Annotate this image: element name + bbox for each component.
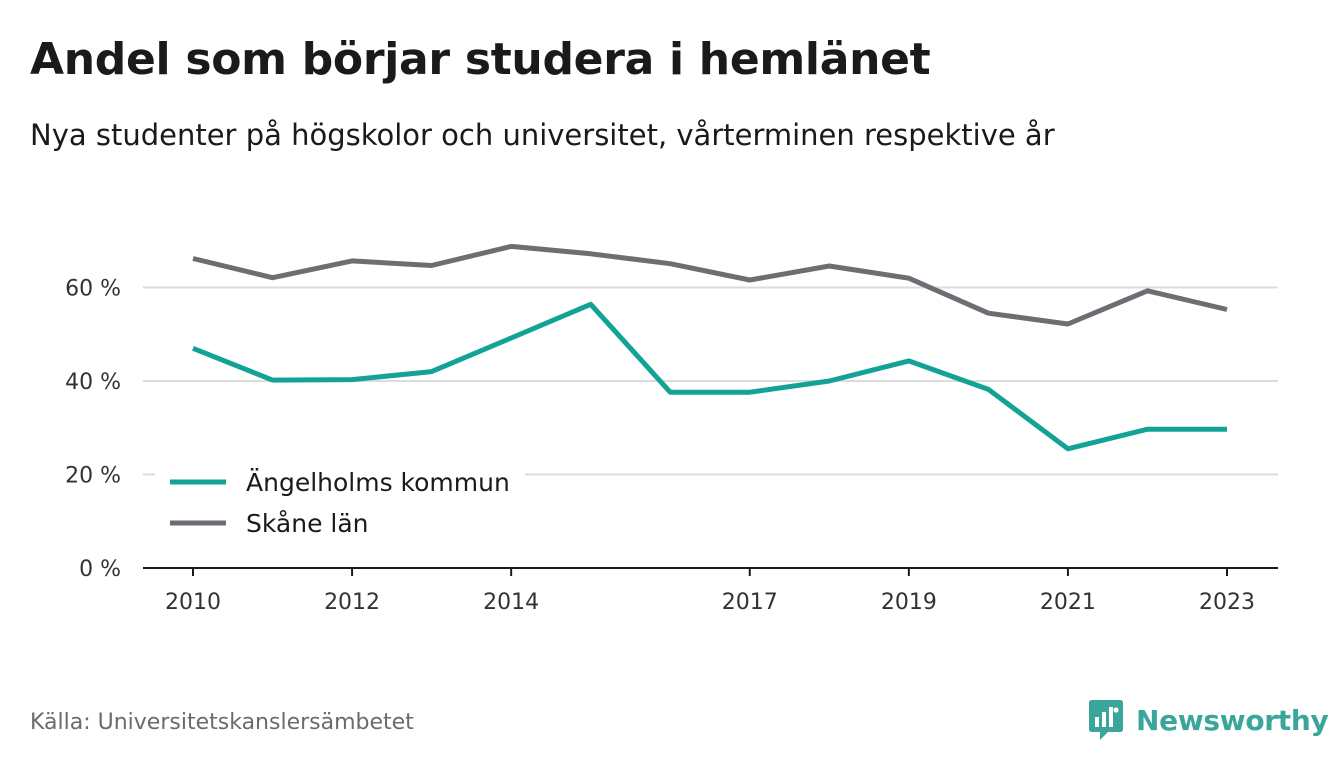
- legend-label: Skåne län: [246, 509, 369, 538]
- x-tick-label: 2019: [881, 590, 937, 615]
- series-lines: [192, 243, 1228, 452]
- brand-name: Newsworthy: [1136, 703, 1329, 737]
- newsworthy-logo-icon: [1089, 700, 1123, 740]
- y-axis-labels: 0 % 20 % 40 % 60 %: [65, 277, 121, 583]
- y-tick-label: 40 %: [65, 370, 121, 395]
- x-tick-label: 2010: [165, 590, 221, 615]
- source-note: Källa: Universitetskanslersämbetet: [30, 710, 414, 735]
- legend: Ängelholms kommun Skåne län: [155, 460, 525, 542]
- x-tick-label: 2014: [483, 590, 539, 615]
- series-line: [192, 243, 1228, 327]
- x-tick-label: 2023: [1199, 590, 1255, 615]
- y-tick-label: 20 %: [65, 464, 121, 489]
- chart-title: Andel som börjar studera i hemlänet: [30, 34, 931, 85]
- x-tick-label: 2012: [324, 590, 380, 615]
- y-tick-label: 0 %: [79, 557, 121, 582]
- x-axis: [143, 567, 1278, 576]
- x-axis-labels: 2010 2012 2014 2017 2019 2021 2023: [165, 590, 1255, 615]
- x-tick-label: 2021: [1040, 590, 1096, 615]
- brand-link[interactable]: Newsworthy: [1088, 698, 1329, 742]
- chart-subtitle: Nya studenter på högskolor och universit…: [30, 118, 1055, 152]
- legend-background: [155, 460, 525, 542]
- x-tick-label: 2017: [722, 590, 778, 615]
- series-line: [192, 301, 1227, 452]
- y-tick-label: 60 %: [65, 277, 121, 302]
- legend-label: Ängelholms kommun: [246, 468, 510, 497]
